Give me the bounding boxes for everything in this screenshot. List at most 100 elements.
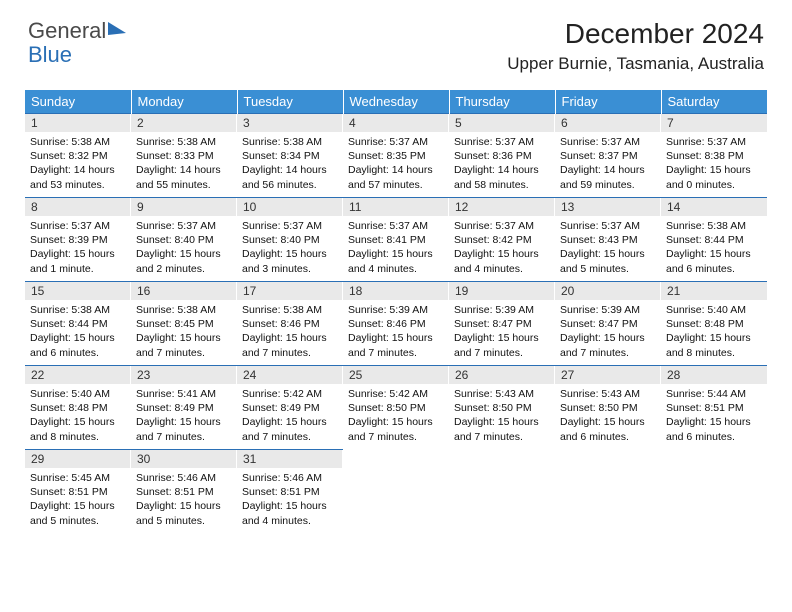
calendar-cell: 18Sunrise: 5:39 AMSunset: 8:46 PMDayligh… [343, 282, 449, 366]
logo-text-general: General [28, 18, 106, 44]
day-number: 7 [661, 114, 767, 132]
calendar-cell: 29Sunrise: 5:45 AMSunset: 8:51 PMDayligh… [25, 450, 131, 534]
day-number: 26 [449, 366, 555, 384]
day-number: 18 [343, 282, 449, 300]
day-number: 10 [237, 198, 343, 216]
day-data: Sunrise: 5:38 AMSunset: 8:32 PMDaylight:… [25, 132, 131, 195]
day-data: Sunrise: 5:38 AMSunset: 8:33 PMDaylight:… [131, 132, 237, 195]
calendar-cell: 21Sunrise: 5:40 AMSunset: 8:48 PMDayligh… [661, 282, 767, 366]
day-data: Sunrise: 5:37 AMSunset: 8:43 PMDaylight:… [555, 216, 661, 279]
day-data: Sunrise: 5:41 AMSunset: 8:49 PMDaylight:… [131, 384, 237, 447]
day-data: Sunrise: 5:43 AMSunset: 8:50 PMDaylight:… [555, 384, 661, 447]
calendar-cell: 4Sunrise: 5:37 AMSunset: 8:35 PMDaylight… [343, 114, 449, 198]
logo: General [28, 18, 126, 44]
logo-text-blue: Blue [28, 42, 72, 68]
day-data: Sunrise: 5:44 AMSunset: 8:51 PMDaylight:… [661, 384, 767, 447]
calendar-cell: 12Sunrise: 5:37 AMSunset: 8:42 PMDayligh… [449, 198, 555, 282]
day-number: 23 [131, 366, 237, 384]
day-number: 5 [449, 114, 555, 132]
day-data: Sunrise: 5:43 AMSunset: 8:50 PMDaylight:… [449, 384, 555, 447]
day-data: Sunrise: 5:46 AMSunset: 8:51 PMDaylight:… [131, 468, 237, 531]
calendar-cell [555, 450, 661, 534]
day-number: 12 [449, 198, 555, 216]
day-number: 3 [237, 114, 343, 132]
header: General December 2024 Upper Burnie, Tasm… [0, 0, 792, 78]
calendar-cell: 2Sunrise: 5:38 AMSunset: 8:33 PMDaylight… [131, 114, 237, 198]
day-number: 20 [555, 282, 661, 300]
calendar-cell: 1Sunrise: 5:38 AMSunset: 8:32 PMDaylight… [25, 114, 131, 198]
day-number: 16 [131, 282, 237, 300]
calendar-row: 29Sunrise: 5:45 AMSunset: 8:51 PMDayligh… [25, 450, 767, 534]
calendar-cell: 3Sunrise: 5:38 AMSunset: 8:34 PMDaylight… [237, 114, 343, 198]
day-number: 28 [661, 366, 767, 384]
calendar-row: 15Sunrise: 5:38 AMSunset: 8:44 PMDayligh… [25, 282, 767, 366]
calendar-cell: 17Sunrise: 5:38 AMSunset: 8:46 PMDayligh… [237, 282, 343, 366]
calendar-cell [661, 450, 767, 534]
calendar-cell: 20Sunrise: 5:39 AMSunset: 8:47 PMDayligh… [555, 282, 661, 366]
day-data: Sunrise: 5:40 AMSunset: 8:48 PMDaylight:… [661, 300, 767, 363]
day-data: Sunrise: 5:38 AMSunset: 8:45 PMDaylight:… [131, 300, 237, 363]
weekday-header: Monday [131, 90, 237, 114]
weekday-header: Thursday [449, 90, 555, 114]
day-data: Sunrise: 5:42 AMSunset: 8:50 PMDaylight:… [343, 384, 449, 447]
day-data: Sunrise: 5:37 AMSunset: 8:37 PMDaylight:… [555, 132, 661, 195]
calendar-table: SundayMondayTuesdayWednesdayThursdayFrid… [25, 90, 767, 534]
weekday-header: Sunday [25, 90, 131, 114]
day-data: Sunrise: 5:39 AMSunset: 8:47 PMDaylight:… [449, 300, 555, 363]
calendar-cell: 13Sunrise: 5:37 AMSunset: 8:43 PMDayligh… [555, 198, 661, 282]
day-data: Sunrise: 5:38 AMSunset: 8:46 PMDaylight:… [237, 300, 343, 363]
day-number: 14 [661, 198, 767, 216]
month-title: December 2024 [507, 18, 764, 50]
calendar-cell: 31Sunrise: 5:46 AMSunset: 8:51 PMDayligh… [237, 450, 343, 534]
calendar-cell: 10Sunrise: 5:37 AMSunset: 8:40 PMDayligh… [237, 198, 343, 282]
calendar-cell: 15Sunrise: 5:38 AMSunset: 8:44 PMDayligh… [25, 282, 131, 366]
calendar-cell: 24Sunrise: 5:42 AMSunset: 8:49 PMDayligh… [237, 366, 343, 450]
day-number: 1 [25, 114, 131, 132]
day-data: Sunrise: 5:45 AMSunset: 8:51 PMDaylight:… [25, 468, 131, 531]
weekday-header: Saturday [661, 90, 767, 114]
day-data: Sunrise: 5:37 AMSunset: 8:36 PMDaylight:… [449, 132, 555, 195]
calendar-header-row: SundayMondayTuesdayWednesdayThursdayFrid… [25, 90, 767, 114]
day-number: 22 [25, 366, 131, 384]
day-data: Sunrise: 5:37 AMSunset: 8:42 PMDaylight:… [449, 216, 555, 279]
calendar-cell: 6Sunrise: 5:37 AMSunset: 8:37 PMDaylight… [555, 114, 661, 198]
logo-triangle-icon [108, 20, 126, 35]
calendar-row: 22Sunrise: 5:40 AMSunset: 8:48 PMDayligh… [25, 366, 767, 450]
weekday-header: Tuesday [237, 90, 343, 114]
calendar-cell: 8Sunrise: 5:37 AMSunset: 8:39 PMDaylight… [25, 198, 131, 282]
day-data: Sunrise: 5:37 AMSunset: 8:41 PMDaylight:… [343, 216, 449, 279]
day-data: Sunrise: 5:37 AMSunset: 8:35 PMDaylight:… [343, 132, 449, 195]
day-data: Sunrise: 5:38 AMSunset: 8:34 PMDaylight:… [237, 132, 343, 195]
day-data: Sunrise: 5:38 AMSunset: 8:44 PMDaylight:… [25, 300, 131, 363]
calendar-cell [343, 450, 449, 534]
calendar-cell: 27Sunrise: 5:43 AMSunset: 8:50 PMDayligh… [555, 366, 661, 450]
calendar-cell: 14Sunrise: 5:38 AMSunset: 8:44 PMDayligh… [661, 198, 767, 282]
calendar-cell: 30Sunrise: 5:46 AMSunset: 8:51 PMDayligh… [131, 450, 237, 534]
day-number: 9 [131, 198, 237, 216]
calendar-cell: 26Sunrise: 5:43 AMSunset: 8:50 PMDayligh… [449, 366, 555, 450]
day-number: 17 [237, 282, 343, 300]
calendar-cell [449, 450, 555, 534]
day-data: Sunrise: 5:39 AMSunset: 8:46 PMDaylight:… [343, 300, 449, 363]
calendar-cell: 23Sunrise: 5:41 AMSunset: 8:49 PMDayligh… [131, 366, 237, 450]
title-block: December 2024 Upper Burnie, Tasmania, Au… [507, 18, 764, 74]
day-number: 21 [661, 282, 767, 300]
calendar-row: 1Sunrise: 5:38 AMSunset: 8:32 PMDaylight… [25, 114, 767, 198]
day-data: Sunrise: 5:39 AMSunset: 8:47 PMDaylight:… [555, 300, 661, 363]
day-data: Sunrise: 5:37 AMSunset: 8:38 PMDaylight:… [661, 132, 767, 195]
day-number: 2 [131, 114, 237, 132]
calendar-row: 8Sunrise: 5:37 AMSunset: 8:39 PMDaylight… [25, 198, 767, 282]
day-number: 4 [343, 114, 449, 132]
calendar-cell: 9Sunrise: 5:37 AMSunset: 8:40 PMDaylight… [131, 198, 237, 282]
day-number: 29 [25, 450, 131, 468]
calendar-cell: 19Sunrise: 5:39 AMSunset: 8:47 PMDayligh… [449, 282, 555, 366]
day-data: Sunrise: 5:38 AMSunset: 8:44 PMDaylight:… [661, 216, 767, 279]
calendar-cell: 25Sunrise: 5:42 AMSunset: 8:50 PMDayligh… [343, 366, 449, 450]
day-number: 30 [131, 450, 237, 468]
day-data: Sunrise: 5:40 AMSunset: 8:48 PMDaylight:… [25, 384, 131, 447]
day-data: Sunrise: 5:37 AMSunset: 8:40 PMDaylight:… [237, 216, 343, 279]
day-number: 11 [343, 198, 449, 216]
calendar-cell: 22Sunrise: 5:40 AMSunset: 8:48 PMDayligh… [25, 366, 131, 450]
day-data: Sunrise: 5:42 AMSunset: 8:49 PMDaylight:… [237, 384, 343, 447]
calendar-cell: 16Sunrise: 5:38 AMSunset: 8:45 PMDayligh… [131, 282, 237, 366]
